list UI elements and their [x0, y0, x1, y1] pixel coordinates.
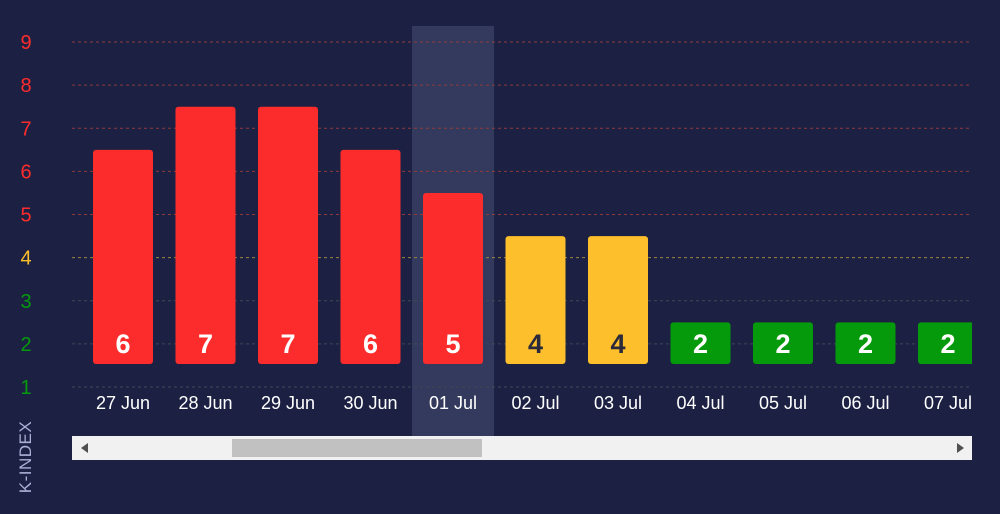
bar-value-label: 6 [363, 329, 378, 359]
bar-value-label: 4 [610, 329, 625, 359]
bar[interactable] [505, 236, 566, 364]
y-tick-label: 8 [20, 75, 31, 97]
bar[interactable] [175, 106, 236, 364]
arrow-left-icon [80, 443, 88, 453]
y-tick-label: 3 [20, 291, 31, 313]
x-tick-label: 01 Jul [429, 393, 477, 413]
bar[interactable] [340, 149, 401, 364]
bar[interactable] [588, 236, 648, 364]
x-tick-label: 02 Jul [511, 393, 559, 413]
arrow-right-icon [956, 443, 964, 453]
bar-value-label: 2 [693, 329, 708, 359]
bar[interactable] [753, 322, 813, 364]
bar[interactable] [258, 106, 318, 364]
bar-value-label: 7 [198, 329, 213, 359]
y-tick-label: 1 [20, 377, 31, 399]
bar-value-label: 4 [528, 329, 543, 359]
bar[interactable] [423, 192, 483, 364]
bar[interactable] [93, 149, 153, 364]
scrollbar-thumb[interactable] [232, 439, 482, 457]
x-tick-label: 29 Jun [261, 393, 315, 413]
bar-value-label: 7 [280, 329, 295, 359]
x-tick-label: 06 Jul [841, 393, 889, 413]
x-tick-label: 05 Jul [759, 393, 807, 413]
bar-value-label: 6 [115, 329, 130, 359]
bar-value-label: 2 [858, 329, 873, 359]
x-tick-label: 07 Jul [924, 393, 972, 413]
horizontal-scrollbar[interactable] [72, 436, 972, 460]
y-axis-title: K-INDEX [8, 418, 44, 496]
x-tick-label: 04 Jul [676, 393, 724, 413]
scroll-left-button[interactable] [72, 436, 96, 460]
bar-value-label: 2 [940, 329, 955, 359]
x-tick-label: 03 Jul [594, 393, 642, 413]
bar[interactable] [670, 322, 731, 364]
y-tick-label: 4 [20, 248, 31, 270]
y-tick-label: 2 [20, 334, 31, 356]
bar[interactable] [918, 322, 978, 364]
y-axis-title-text: K-INDEX [16, 420, 35, 494]
x-tick-label: 30 Jun [343, 393, 397, 413]
scroll-right-button[interactable] [948, 436, 972, 460]
y-tick-label: 7 [20, 118, 31, 140]
x-tick-label: 28 Jun [178, 393, 232, 413]
bar-value-label: 2 [775, 329, 790, 359]
x-tick-label: 27 Jun [96, 393, 150, 413]
bar[interactable] [835, 322, 896, 364]
bar-value-label: 5 [445, 329, 460, 359]
y-tick-label: 9 [20, 32, 31, 54]
y-tick-label: 6 [20, 161, 31, 183]
y-tick-label: 5 [20, 205, 31, 227]
